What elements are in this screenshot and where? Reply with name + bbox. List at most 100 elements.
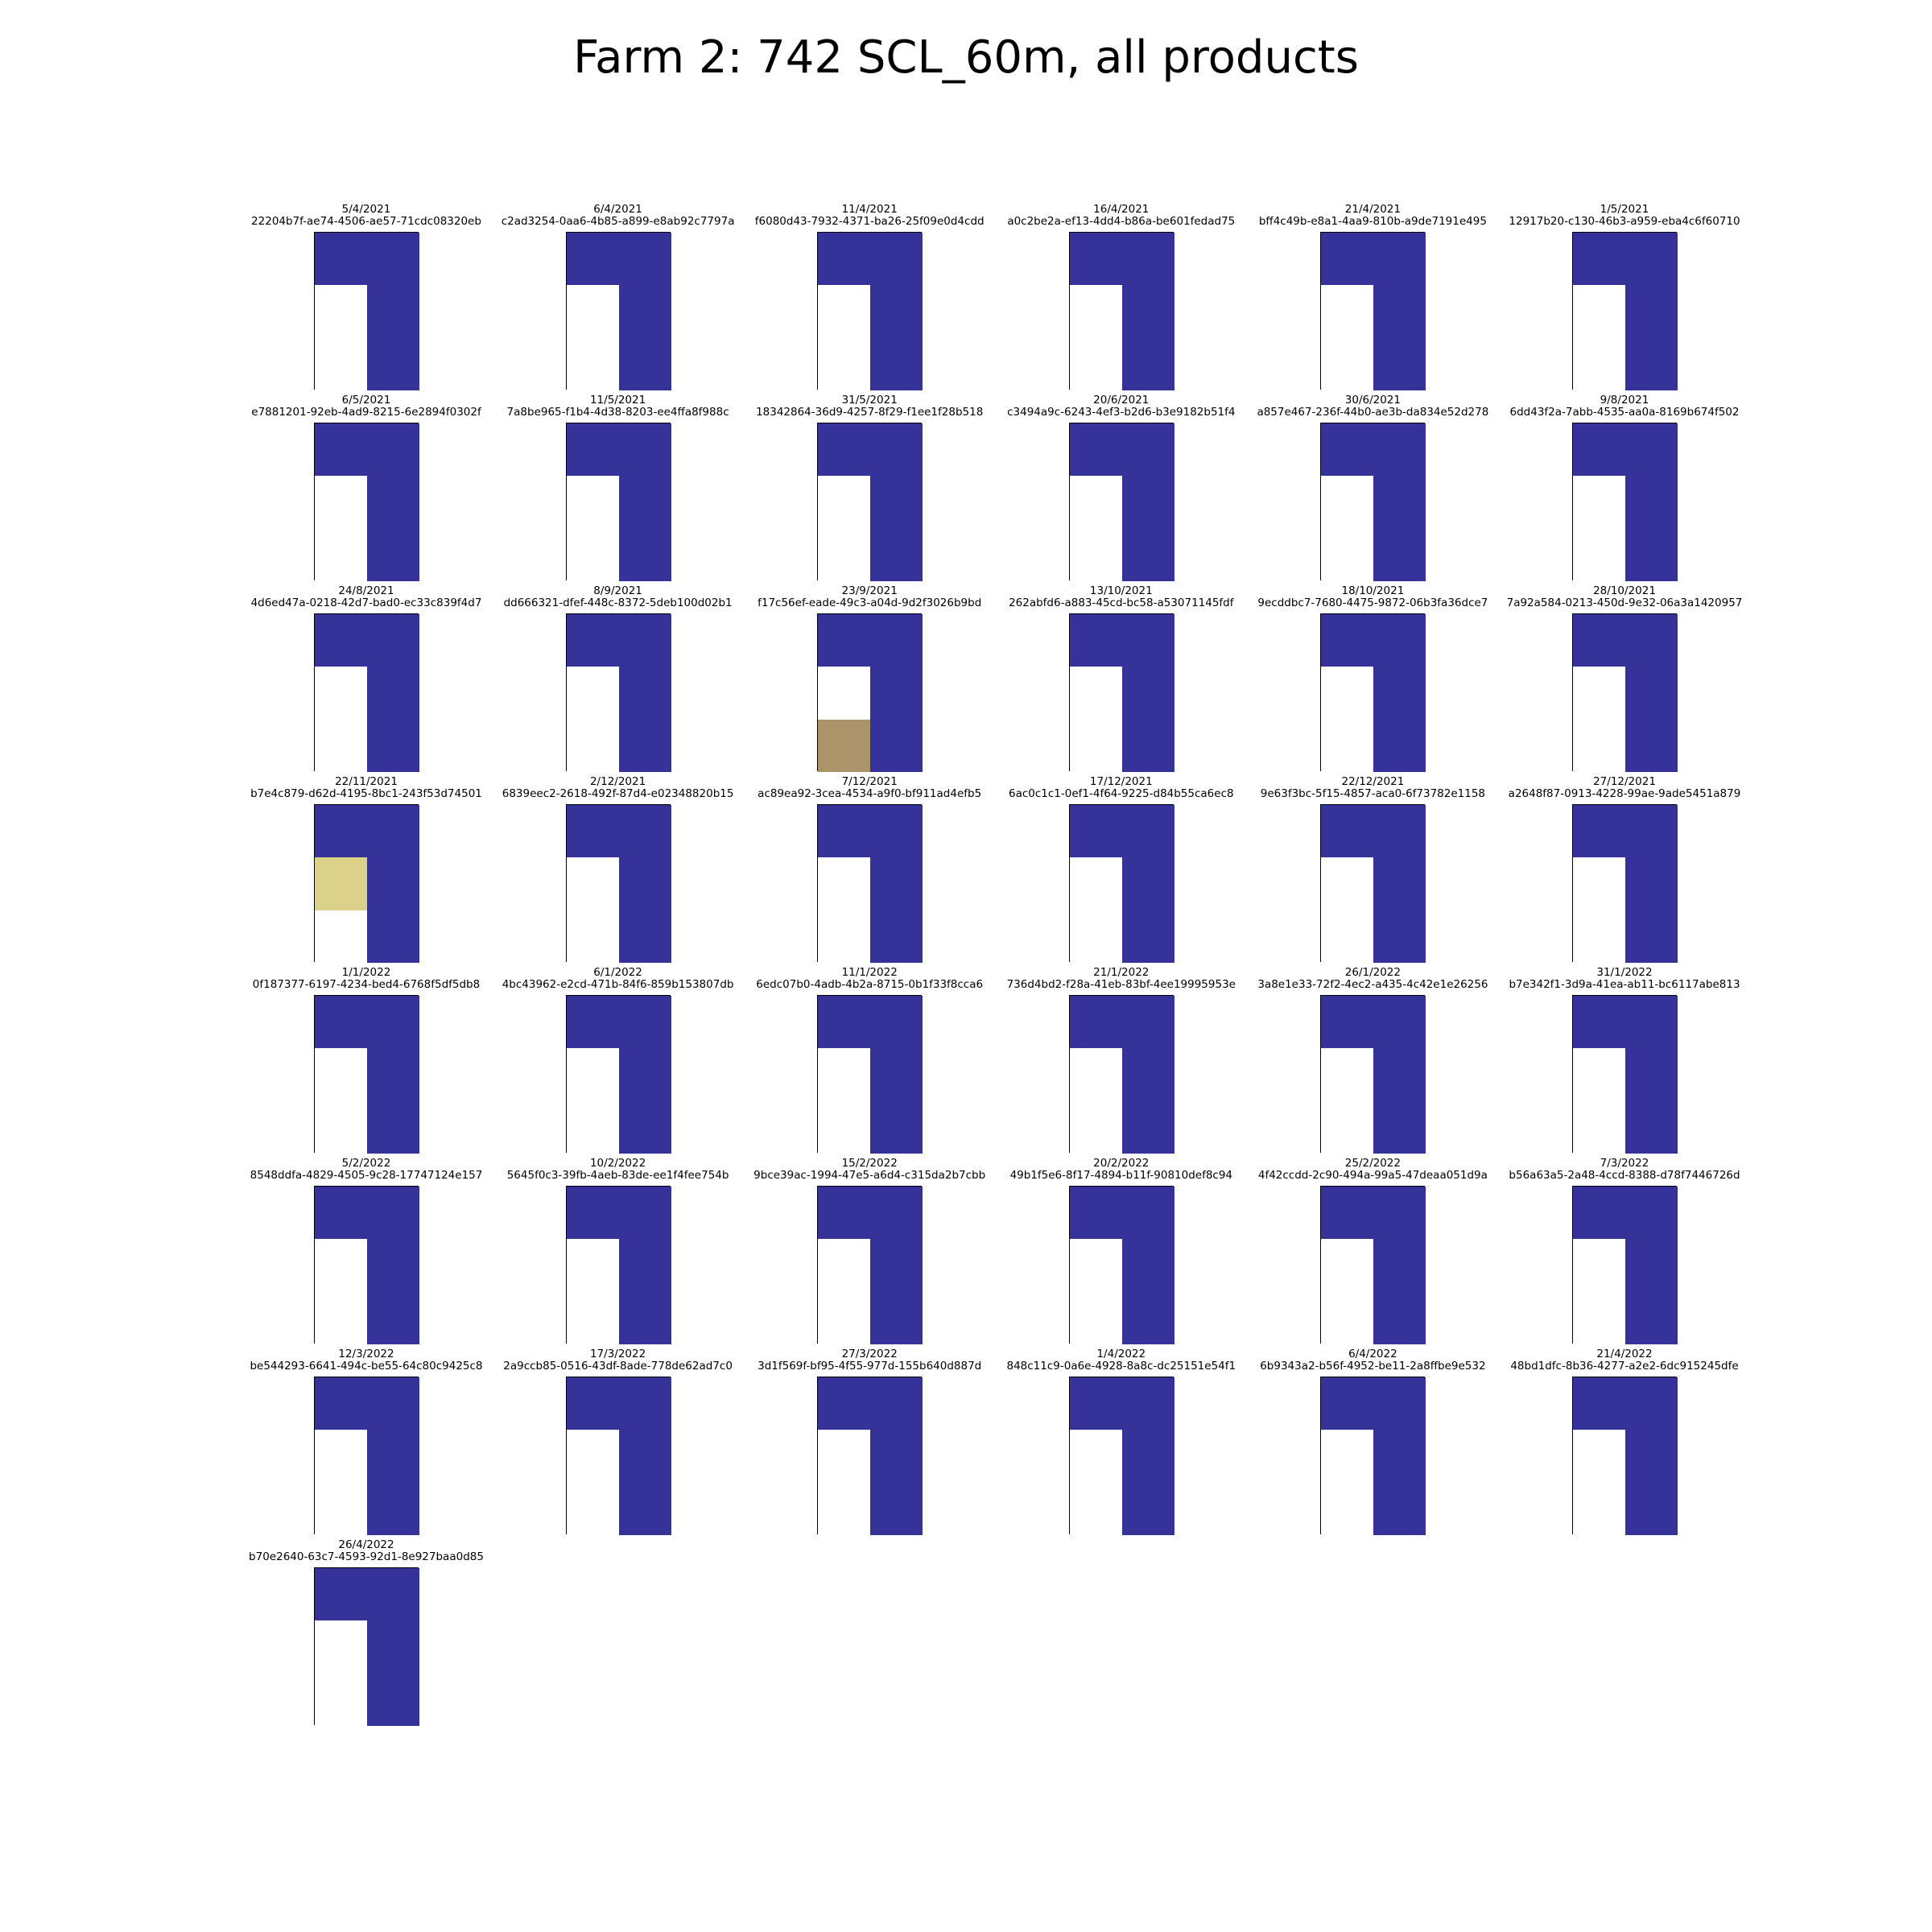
raster-cell [870,1291,923,1344]
raster-cell [566,423,619,477]
raster-cell [1625,476,1678,529]
panel-date-label: 21/4/2021 [1344,203,1401,216]
raster-cell [367,1673,419,1726]
panel-date-label: 8/9/2021 [593,584,642,597]
raster-cell [1625,857,1678,910]
raster-cell [1373,996,1426,1049]
raster-cell [1573,910,1625,963]
raster-cell [1321,476,1374,529]
raster-cell [1573,476,1625,529]
raster-panel: 24/8/2021 4d6ed47a-0218-42d7-bad0-ec33c83… [233,585,499,772]
raster-image [1572,613,1678,772]
panel-date-label: 17/12/2021 [1089,775,1153,788]
raster-cell [1373,1048,1426,1101]
raster-cell [818,1291,871,1344]
raster-cell [618,719,671,772]
raster-cell [566,857,619,910]
raster-cell [1321,667,1374,720]
raster-cell [1069,1482,1122,1535]
raster-image [1320,1186,1426,1344]
raster-panel: 11/1/2022 6edc07b0-4adb-4b2a-8715-0b1f33f… [737,967,1002,1154]
raster-panel: 16/4/2021 a0c2be2a-ef13-4dd4-b86a-be601fe… [989,204,1254,390]
raster-panel: 2/12/2021 6839eec2-2618-492f-87d4-e023488… [485,776,751,963]
raster-cell [1573,805,1625,858]
raster-cell [1373,1291,1426,1344]
raster-cell [870,996,923,1049]
raster-panel: 6/4/2022 6b9343a2-b56f-4952-be11-2a8ffbe9… [1240,1348,1505,1535]
panel-date-label: 11/1/2022 [841,966,898,979]
raster-panel: 17/3/2022 2a9ccb85-0516-43df-8ade-778de62… [485,1348,751,1535]
raster-cell [1373,233,1426,286]
raster-panel: 6/4/2021 c2ad3254-0aa6-4b85-a899-e8ab92c7… [485,204,751,390]
raster-cell [1625,1291,1678,1344]
raster-cell [1321,910,1374,963]
raster-panel: 21/1/2022 736d4bd2-f28a-41eb-83bf-4ee1999… [989,967,1254,1154]
panel-product-id: f6080d43-7932-4371-ba26-25f09e0d4cdd [754,215,985,228]
raster-cell [1573,1100,1625,1154]
raster-cell [818,528,871,581]
raster-cell [1373,285,1426,338]
raster-panel: 13/10/2021 262abfd6-a883-45cd-bc58-a53071… [989,585,1254,772]
raster-cell [1069,805,1122,858]
raster-cell [1069,857,1122,910]
raster-image [1572,804,1678,963]
raster-cell [870,805,923,858]
raster-cell [566,528,619,581]
panel-date-label: 27/3/2022 [841,1348,898,1360]
raster-cell [1625,337,1678,390]
raster-panel: 1/5/2021 12917b20-c130-46b3-a959-eba4c6f6… [1492,204,1757,390]
raster-cell [367,857,419,910]
panel-date-label: 22/12/2021 [1341,775,1405,788]
raster-panel: 28/10/2021 7a92a584-0213-450d-9e32-06a3a1… [1492,585,1757,772]
raster-cell [870,285,923,338]
raster-cell [315,233,367,286]
raster-cell [1121,233,1174,286]
raster-cell [367,1291,419,1344]
raster-image [1572,232,1678,390]
raster-cell [315,1568,367,1621]
raster-cell [1121,667,1174,720]
raster-panel: 20/6/2021 c3494a9c-6243-4ef3-b2d6-b3e9182… [989,394,1254,581]
panel-date-label: 7/12/2021 [841,775,898,788]
raster-cell [1373,423,1426,477]
raster-cell [367,667,419,720]
raster-cell [315,996,367,1049]
panel-date-label: 24/8/2021 [338,584,394,597]
raster-cell [367,805,419,858]
raster-panel: 31/5/2021 18342864-36d9-4257-8f29-f1ee1f2… [737,394,1002,581]
raster-cell [1625,1239,1678,1292]
panel-product-id: b7e342f1-3d9a-41ea-ab11-bc6117abe813 [1509,978,1740,991]
raster-image [314,1186,419,1344]
raster-cell [1121,285,1174,338]
raster-image [314,1567,419,1726]
raster-image [565,995,671,1154]
panel-product-id: 2a9ccb85-0516-43df-8ade-778de62ad7c0 [503,1360,733,1373]
raster-image [1320,1377,1426,1535]
raster-cell [367,285,419,338]
panel-product-id: 8548ddfa-4829-4505-9c28-17747124e157 [250,1169,483,1182]
raster-cell [818,719,871,772]
raster-image [314,232,419,390]
raster-image [565,1186,671,1344]
raster-cell [315,910,367,963]
raster-cell [818,1048,871,1101]
panel-product-id: e7881201-92eb-4ad9-8215-6e2894f0302f [251,406,481,419]
raster-image [817,804,923,963]
raster-panel: 21/4/2021 bff4c49b-e8a1-4aa9-810b-a9de719… [1240,204,1505,390]
panel-product-id: 3d1f569f-bf95-4f55-977d-155b640d887d [758,1360,982,1373]
raster-cell [566,1482,619,1535]
raster-cell [566,1377,619,1430]
raster-cell [367,1239,419,1292]
raster-cell [1373,667,1426,720]
raster-cell [1069,1377,1122,1430]
panel-product-id: 12917b20-c130-46b3-a959-eba4c6f60710 [1509,215,1740,228]
raster-cell [367,1430,419,1483]
panel-product-id: 22204b7f-ae74-4506-ae57-71cdc08320eb [251,215,481,228]
raster-cell [618,857,671,910]
raster-cell [618,1187,671,1240]
raster-cell [1373,719,1426,772]
panel-date-label: 2/12/2021 [589,775,646,788]
raster-cell [618,1430,671,1483]
panel-date-label: 31/1/2022 [1596,966,1653,979]
panel-product-id: be544293-6641-494c-be55-64c80c9425c8 [250,1360,483,1373]
